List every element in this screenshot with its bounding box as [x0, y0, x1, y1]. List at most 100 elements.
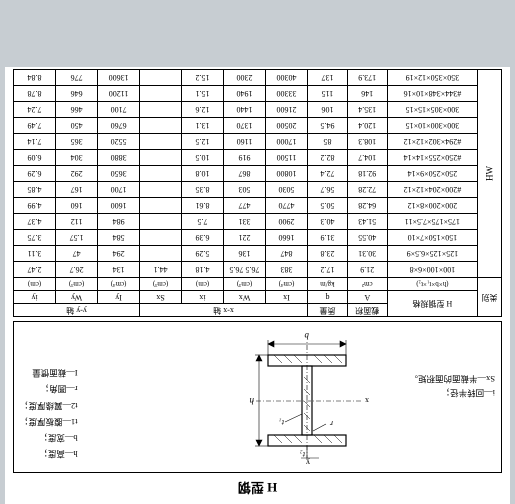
cell: 2.47 [14, 262, 56, 278]
svg-text:x: x [365, 396, 369, 405]
spec-unit: (h×b×t₁×t₂) [387, 278, 477, 291]
table-row: 125×125×6.5×930.3123.88471365.29294473.1… [14, 246, 502, 262]
cell: 10.8 [182, 166, 224, 182]
cell: 21.9 [347, 262, 387, 278]
cell: 200×200×8×12 [387, 198, 477, 214]
cell: 51.43 [347, 214, 387, 230]
cell: 136 [224, 246, 266, 262]
cell: 20500 [266, 118, 308, 134]
legend-b: b—宽度； [20, 430, 78, 446]
cell: 7.5 [182, 214, 224, 230]
cell: 1370 [224, 118, 266, 134]
q-sym: q [308, 291, 348, 304]
cell: 304 [56, 150, 98, 166]
cell: 56.7 [308, 182, 348, 198]
cell: 477 [224, 198, 266, 214]
cell: 13.1 [182, 118, 224, 134]
cell: 919 [224, 150, 266, 166]
cell: 12.6 [182, 102, 224, 118]
Wy-sym: Wy [56, 291, 98, 304]
cell: 108.3 [347, 134, 387, 150]
col-spec: H 型钢规格 [387, 291, 477, 317]
cell: 8.35 [182, 182, 224, 198]
cell: 6.09 [14, 150, 56, 166]
dim-r-label: r [329, 419, 333, 428]
cell [140, 70, 182, 86]
spec-table: 类别 H 型钢规格 截面积 质量 x-x 轴 y-y 轴 A q Ix Wx i… [13, 69, 502, 317]
cell: 847 [266, 246, 308, 262]
cell: 40.55 [347, 230, 387, 246]
col-A: 截面积 [347, 304, 387, 317]
Wx-unit: (cm³) [224, 278, 266, 291]
Ix-sym: Ix [266, 291, 308, 304]
table-row: #250×255×14×14104.782.21150091910.538803… [14, 150, 502, 166]
cell [140, 198, 182, 214]
cell: 1440 [224, 102, 266, 118]
cell: 294 [98, 246, 140, 262]
cell [140, 214, 182, 230]
iy-unit: (cm) [14, 278, 56, 291]
Iy-sym: Iy [98, 291, 140, 304]
legend-sx: Sx—半截面的面积矩。 [410, 371, 495, 385]
cell: 11500 [266, 150, 308, 166]
col-xx: x-x 轴 [140, 304, 308, 317]
cell [140, 182, 182, 198]
cell: 104.7 [347, 150, 387, 166]
cell: 137 [308, 70, 348, 86]
cell: #344×348×10×16 [387, 86, 477, 102]
table-row: 175×175×7.5×1151.4340.329003317.59841124… [14, 214, 502, 230]
cell: 33300 [266, 86, 308, 102]
cell: 50.5 [308, 198, 348, 214]
table-head: 类别 H 型钢规格 截面积 质量 x-x 轴 y-y 轴 A q Ix Wx i… [14, 278, 502, 317]
ix-unit: (cm) [182, 278, 224, 291]
cell: 173.9 [347, 70, 387, 86]
legend-I: I—截面惯量 [20, 365, 78, 381]
dim-b-label: b [304, 331, 309, 341]
cell: 450 [56, 118, 98, 134]
cell: 4.37 [14, 214, 56, 230]
table-row: #344×348×10×1614611533300194015.11120064… [14, 86, 502, 102]
cell: 8.78 [14, 86, 56, 102]
cell: 135.4 [347, 102, 387, 118]
table-row: #200×204×12×1272.2856.750305038.35170016… [14, 182, 502, 198]
cell: #294×302×12×12 [387, 134, 477, 150]
cell: 4.18 [182, 262, 224, 278]
table-row: 300×300×10×15120.494.520500137013.167604… [14, 118, 502, 134]
cell: 503 [224, 182, 266, 198]
cell: 72.28 [347, 182, 387, 198]
cell: 250×250×9×14 [387, 166, 477, 182]
cell: #250×255×14×14 [387, 150, 477, 166]
cell: 300×300×10×15 [387, 118, 477, 134]
q-unit: kg/m [308, 278, 348, 291]
table-row: HW100×100×6×821.917.238376.5 76.54.1844.… [14, 262, 502, 278]
cell [140, 86, 182, 102]
cell: 292 [56, 166, 98, 182]
Sx-sym: Sx [140, 291, 182, 304]
cell: 5520 [98, 134, 140, 150]
page-title: H 型钢 [13, 479, 502, 498]
cell [140, 102, 182, 118]
cell: 466 [56, 102, 98, 118]
legend-left: i—回转半径； Sx—半截面的面积矩。 [410, 371, 495, 400]
cell: 47 [56, 246, 98, 262]
cell: 94.5 [308, 118, 348, 134]
cell: 3.75 [14, 230, 56, 246]
dim-h-label: h [249, 396, 254, 406]
cell: 13600 [98, 70, 140, 86]
cell: 120.4 [347, 118, 387, 134]
table-row: 200×200×8×1264.2850.547704778.6116001604… [14, 198, 502, 214]
cell: 160 [56, 198, 98, 214]
h-beam-diagram: h t₂ t₁ r [216, 328, 381, 464]
cell: 150×150×7×10 [387, 230, 477, 246]
cell: 584 [98, 230, 140, 246]
Ix-unit: (cm⁴) [266, 278, 308, 291]
cell: 5030 [266, 182, 308, 198]
cell: 7.49 [14, 118, 56, 134]
cell: 300×305×15×15 [387, 102, 477, 118]
cell: 7.24 [14, 102, 56, 118]
cell: 21600 [266, 102, 308, 118]
cell: 383 [266, 262, 308, 278]
col-q: 质量 [308, 304, 348, 317]
cell: 331 [224, 214, 266, 230]
cell: 125×125×6.5×9 [387, 246, 477, 262]
